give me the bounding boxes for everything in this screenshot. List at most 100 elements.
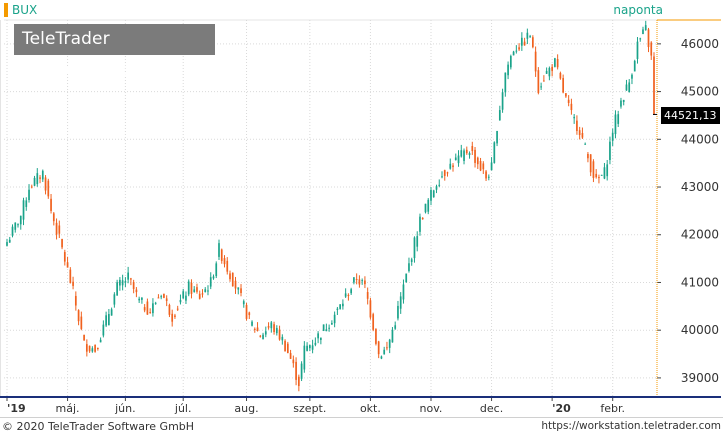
candle-body	[498, 110, 501, 121]
x-tick-label: nov.	[420, 402, 443, 415]
candle-body	[11, 226, 14, 236]
candle-body	[66, 262, 69, 268]
candle-body	[441, 176, 443, 178]
candle-body	[628, 82, 631, 93]
candle-body	[603, 167, 606, 179]
candle-body	[474, 149, 476, 163]
candle-body	[487, 176, 490, 178]
candle-body	[642, 29, 644, 35]
candle-body	[278, 329, 281, 340]
candle-body	[198, 293, 201, 299]
candle-body	[587, 153, 589, 159]
candle-body	[644, 25, 647, 31]
x-tick-label: dec.	[480, 402, 503, 415]
candle-body	[567, 99, 570, 103]
candle-body	[77, 310, 80, 322]
candle-body	[589, 154, 592, 173]
candle-body	[548, 67, 551, 77]
candle-body	[234, 280, 237, 289]
x-tick-label: szept.	[293, 402, 326, 415]
candle-body	[240, 288, 242, 294]
y-tick-label: 43000	[681, 180, 719, 194]
candle-body	[435, 186, 438, 190]
candle-body	[421, 217, 424, 220]
candle-body	[85, 344, 88, 352]
candle-body	[344, 293, 347, 297]
candle-body	[160, 296, 163, 298]
candle-body	[573, 116, 576, 119]
candle-body	[187, 281, 190, 295]
candle-body	[402, 284, 405, 300]
candle-body	[215, 263, 218, 277]
candle-body	[317, 333, 319, 339]
candle-body	[512, 51, 515, 56]
logo-light-text: TeleTrader	[22, 29, 110, 49]
y-tick-label: 39000	[681, 371, 719, 385]
candle-body	[540, 86, 542, 88]
candle-body	[397, 305, 399, 319]
candle-body	[633, 60, 636, 72]
candle-body	[19, 215, 22, 225]
candle-body	[262, 334, 264, 340]
candle-body	[218, 243, 220, 257]
candle-body	[523, 41, 526, 46]
candle-body	[157, 297, 160, 299]
candle-body	[496, 131, 498, 144]
candle-body	[152, 303, 154, 314]
candle-body	[611, 132, 614, 141]
candle-body	[94, 345, 96, 352]
candle-body	[182, 291, 185, 299]
candle-body	[380, 356, 383, 359]
candle-body	[430, 190, 432, 201]
candle-body	[231, 272, 234, 287]
candle-body	[297, 376, 300, 387]
footer-url-link[interactable]: https://workstation.teletrader.com	[541, 420, 721, 432]
candle-body	[17, 224, 19, 226]
candle-body	[168, 304, 171, 315]
candle-body	[443, 170, 446, 176]
candle-body	[570, 103, 573, 111]
candle-body	[410, 259, 413, 262]
candle-body	[289, 353, 292, 359]
period-label[interactable]: naponta	[613, 3, 663, 17]
candle-body	[55, 222, 58, 235]
candle-body	[364, 280, 366, 285]
candle-body	[52, 213, 55, 222]
candle-body	[636, 41, 639, 59]
candle-body	[408, 263, 410, 272]
candle-body	[248, 312, 251, 316]
candle-body	[647, 29, 650, 48]
candle-body	[581, 133, 584, 138]
candle-body	[190, 282, 193, 294]
candle-body	[545, 70, 548, 74]
candle-body	[322, 324, 325, 331]
candle-body	[14, 222, 17, 230]
candle-body	[292, 359, 295, 364]
candle-body	[419, 216, 421, 232]
candle-body	[127, 272, 129, 280]
candle-body	[609, 141, 611, 160]
candle-body	[204, 289, 207, 293]
logo-bold-text: WorkStation	[22, 60, 143, 80]
candle-body	[507, 64, 509, 76]
candle-body	[463, 150, 465, 161]
candle-body	[427, 199, 430, 212]
candle-body	[286, 343, 289, 354]
candle-body	[584, 143, 587, 145]
candle-body	[6, 242, 8, 246]
candle-body	[88, 345, 91, 352]
candle-body	[595, 173, 598, 178]
candle-body	[143, 307, 146, 311]
candle-body	[551, 66, 553, 71]
workstation-logo: TeleTrader WorkStation	[14, 24, 215, 80]
candle-body	[130, 278, 132, 280]
candle-body	[196, 287, 198, 292]
candle-body	[259, 335, 262, 337]
candle-body	[460, 150, 463, 157]
candle-body	[116, 282, 118, 296]
candle-body	[58, 225, 61, 234]
candle-body	[91, 348, 94, 352]
candle-body	[559, 72, 562, 79]
